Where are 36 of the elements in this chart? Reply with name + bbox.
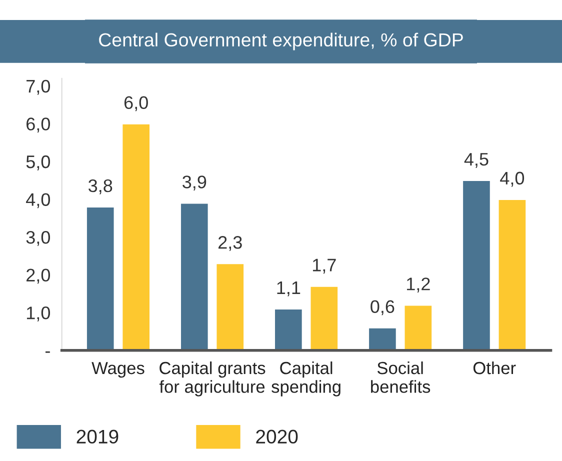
y-tick-label: 1,0 [26, 306, 50, 322]
chart-title: Central Government expenditure, % of GDP [99, 32, 463, 50]
y-tick-label: 2,0 [26, 268, 50, 284]
x-tick-label: Social benefits [371, 361, 430, 393]
data-label: 1,7 [312, 258, 336, 274]
data-label: 0,6 [370, 300, 394, 316]
y-tick-label: - [46, 351, 50, 353]
bar [403, 304, 433, 350]
x-tick-label: Capital spending [272, 361, 340, 396]
y-tick-label: 4,0 [26, 193, 50, 208]
x-tick-label: Other [473, 361, 516, 374]
bar [309, 285, 339, 350]
data-label: 3,9 [182, 176, 206, 190]
legend-label: 2019 [76, 430, 118, 444]
legend-label: 2020 [256, 430, 298, 444]
data-label: 2,3 [218, 236, 242, 251]
data-label: 3,8 [88, 179, 112, 194]
data-label: 1,2 [407, 278, 430, 292]
data-label: 4,0 [500, 172, 524, 187]
bar [497, 198, 528, 350]
data-label: 1,1 [277, 282, 300, 296]
data-label: 6,0 [124, 96, 148, 112]
bar [86, 206, 116, 350]
bar [368, 327, 398, 350]
x-tick-label: Wages [92, 362, 144, 378]
x-tick-label: Capital grants for agriculture [159, 361, 266, 396]
bar [215, 262, 245, 350]
bar [462, 180, 492, 350]
bar [121, 123, 151, 350]
bar [274, 308, 304, 350]
y-tick-label: 5,0 [26, 155, 50, 170]
y-tick-label: 7,0 [26, 80, 50, 95]
y-tick-label: 6,0 [26, 118, 50, 133]
bar [180, 202, 210, 350]
data-label: 4,5 [464, 153, 488, 168]
y-tick-label: 3,0 [26, 230, 50, 246]
